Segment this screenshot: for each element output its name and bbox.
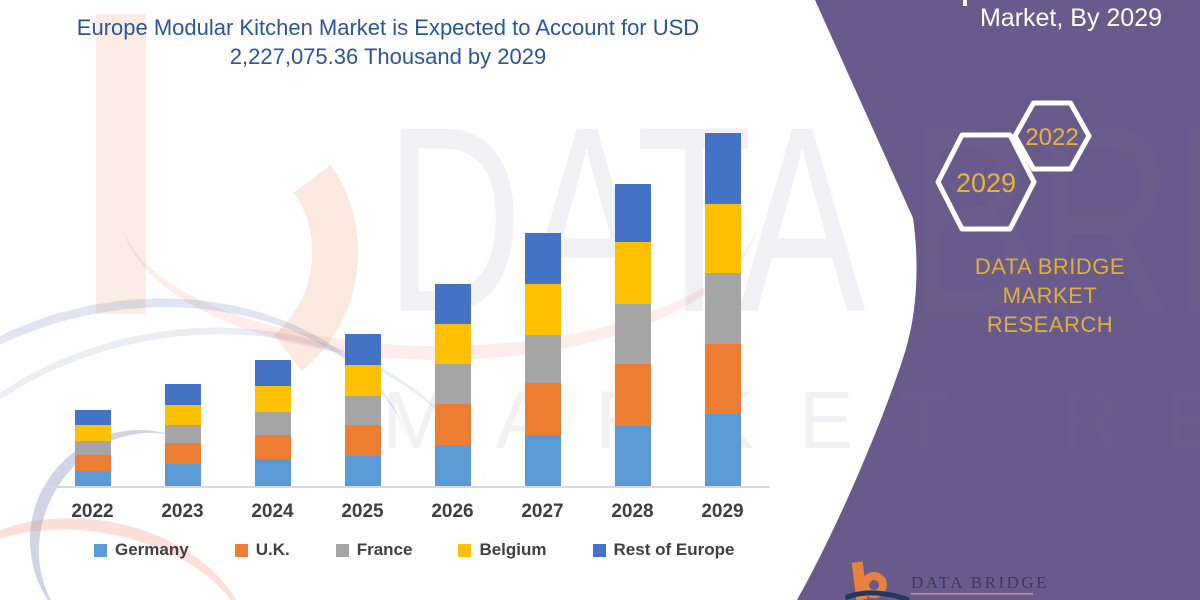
legend-label: Rest of Europe bbox=[613, 540, 735, 559]
bar-segment-germany-2026 bbox=[434, 445, 471, 486]
hexagon-2029 bbox=[935, 132, 1037, 232]
bar-segment-uk-2027 bbox=[524, 383, 561, 435]
bar-segment-france-2023 bbox=[164, 425, 201, 443]
hexagon-2022-label: 2022 bbox=[1025, 124, 1078, 151]
chart-title-line1: Europe Modular Kitchen Market is Expecte… bbox=[76, 15, 700, 40]
bar-segment-france-2027 bbox=[524, 335, 561, 383]
dbmr-logo: DATA BRIDGE MARKET RESEARCH bbox=[845, 561, 1049, 600]
sidebar-panel-shape bbox=[797, 0, 1200, 600]
legend-label: U.K. bbox=[255, 540, 290, 559]
bar-segment-uk-2022 bbox=[74, 455, 111, 471]
stacked-bar-2023 bbox=[164, 384, 201, 486]
legend-label: Belgium bbox=[479, 540, 547, 559]
dbmr-logo-underline bbox=[911, 593, 1033, 595]
bar-segment-restofeurope-2024 bbox=[254, 360, 291, 386]
sidebar-brand-line1: DATA BRIDGE MARKET bbox=[974, 254, 1126, 308]
sidebar-brand: DATA BRIDGE MARKET RESEARCH bbox=[925, 252, 1175, 339]
stacked-bar-2026 bbox=[434, 284, 471, 486]
legend-item-france: France bbox=[335, 540, 413, 560]
bar-segment-restofeurope-2022 bbox=[74, 410, 111, 425]
stacked-bar-2028 bbox=[614, 184, 651, 486]
clipped-text-fragment bbox=[963, 0, 967, 6]
bar-segment-france-2024 bbox=[254, 412, 291, 435]
bar-segment-belgium-2027 bbox=[524, 284, 561, 335]
sidebar-brand-line2: RESEARCH bbox=[986, 312, 1114, 337]
stacked-bar-2022 bbox=[74, 410, 111, 486]
bar-segment-germany-2027 bbox=[524, 435, 561, 486]
bar-segment-uk-2024 bbox=[254, 435, 291, 459]
legend-swatch bbox=[94, 543, 107, 557]
legend-label: Germany bbox=[115, 540, 189, 559]
bar-segment-restofeurope-2023 bbox=[164, 384, 201, 405]
bar-segment-restofeurope-2026 bbox=[434, 284, 471, 324]
bar-segment-france-2022 bbox=[74, 441, 111, 455]
bar-segment-germany-2023 bbox=[164, 464, 201, 486]
chart-title-line2: 2,227,075.36 Thousand by 2029 bbox=[229, 44, 547, 69]
bar-segment-france-2028 bbox=[614, 304, 651, 364]
chart-title: Europe Modular Kitchen Market is Expecte… bbox=[28, 13, 748, 71]
legend-item-restofeurope: Rest of Europe bbox=[592, 540, 735, 560]
legend-swatch bbox=[592, 543, 606, 557]
legend-swatch bbox=[458, 543, 472, 557]
stacked-bar-2029 bbox=[704, 133, 741, 486]
x-tick-2026: 2026 bbox=[431, 501, 474, 522]
stacked-bar-2024 bbox=[254, 360, 291, 486]
stacked-bar-2025 bbox=[344, 334, 381, 486]
bar-segment-germany-2024 bbox=[254, 459, 291, 486]
bar-segment-restofeurope-2028 bbox=[614, 184, 651, 242]
bar-segment-belgium-2026 bbox=[434, 324, 471, 364]
x-tick-2029: 2029 bbox=[701, 501, 744, 522]
hexagon-2029-label: 2029 bbox=[956, 168, 1016, 198]
bar-segment-germany-2025 bbox=[344, 456, 381, 486]
stacked-bar-2027 bbox=[524, 233, 561, 486]
hexagon-badges: 2022 2029 bbox=[935, 100, 1092, 232]
legend-item-belgium: Belgium bbox=[458, 540, 547, 560]
bar-segment-belgium-2023 bbox=[164, 405, 201, 425]
bar-segment-belgium-2022 bbox=[74, 425, 111, 441]
bar-segment-germany-2028 bbox=[614, 426, 651, 486]
sidebar-heading: Market, By 2029 bbox=[979, 4, 1162, 32]
bar-segment-belgium-2025 bbox=[344, 365, 381, 396]
dbmr-logo-swoosh bbox=[845, 590, 910, 600]
bar-segment-restofeurope-2027 bbox=[524, 233, 561, 284]
bar-segment-france-2026 bbox=[434, 364, 471, 404]
bar-segment-france-2029 bbox=[704, 273, 741, 344]
x-tick-2028: 2028 bbox=[611, 501, 654, 522]
hexagon-2022 bbox=[1012, 100, 1092, 172]
bar-chart: 2022 2023 2024 2025 2026 2027 2028 2029 bbox=[45, 133, 770, 522]
bar-segment-uk-2026 bbox=[434, 404, 471, 445]
x-tick-2024: 2024 bbox=[251, 501, 294, 522]
legend-swatch bbox=[234, 543, 248, 557]
x-axis-line bbox=[45, 486, 770, 488]
x-tick-2027: 2027 bbox=[521, 501, 564, 522]
bar-segment-belgium-2024 bbox=[254, 386, 291, 412]
bar-segment-restofeurope-2029 bbox=[704, 133, 741, 204]
bar-segment-belgium-2028 bbox=[614, 242, 651, 304]
bar-segment-belgium-2029 bbox=[704, 204, 741, 273]
bar-segment-germany-2029 bbox=[704, 414, 741, 486]
x-tick-2025: 2025 bbox=[341, 501, 384, 522]
legend-item-uk: U.K. bbox=[234, 540, 290, 560]
bar-segment-uk-2023 bbox=[164, 443, 201, 464]
bar-segment-uk-2025 bbox=[344, 425, 381, 456]
legend: Germany U.K. France Belgium Rest of Europe bbox=[94, 540, 734, 560]
x-tick-2022: 2022 bbox=[71, 501, 114, 522]
legend-swatch bbox=[335, 543, 349, 557]
bar-segment-restofeurope-2025 bbox=[344, 334, 381, 365]
bar-segment-uk-2028 bbox=[614, 364, 651, 426]
legend-item-germany: Germany bbox=[94, 540, 189, 560]
legend-label: France bbox=[356, 540, 413, 559]
x-tick-2023: 2023 bbox=[161, 501, 204, 522]
bar-segment-germany-2022 bbox=[74, 471, 111, 486]
bar-segment-france-2025 bbox=[344, 396, 381, 425]
bar-segment-uk-2029 bbox=[704, 344, 741, 414]
dbmr-logo-name: DATA BRIDGE bbox=[911, 573, 1049, 592]
